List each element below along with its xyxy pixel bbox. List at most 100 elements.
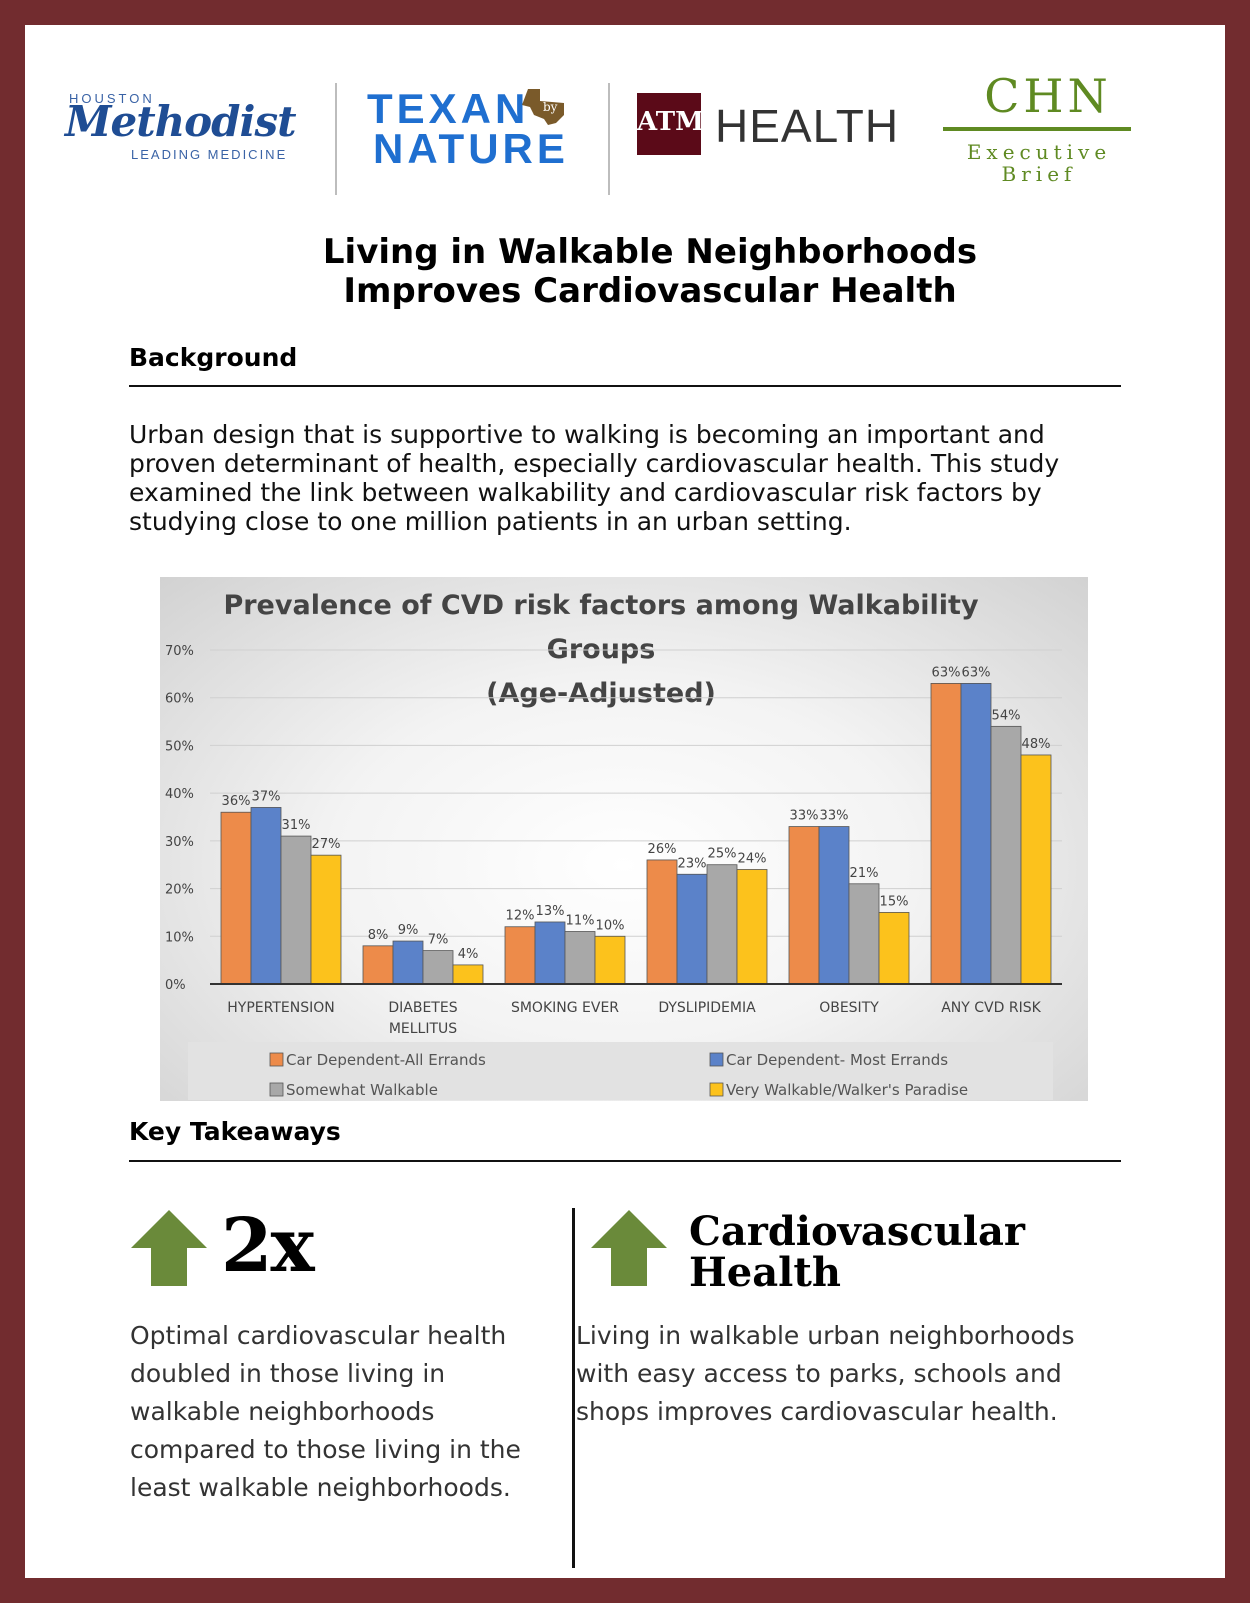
legend-label: Very Walkable/Walker's Paradise [726, 1081, 968, 1099]
nature-text: NATURE [373, 125, 569, 172]
methodist-houston-text: HOUSTON [69, 91, 155, 106]
bar [280, 835, 312, 985]
bar [848, 883, 880, 985]
data-label: 25% [708, 847, 737, 862]
takeaway-2x-headline: 2x [221, 1203, 315, 1289]
data-label: 63% [932, 665, 961, 680]
y-tick-label: 50% [165, 739, 194, 754]
data-label: 33% [790, 809, 819, 824]
data-label: 12% [506, 909, 535, 924]
health-text: HEALTH [715, 100, 900, 152]
data-label: 48% [1022, 737, 1051, 752]
bar [706, 864, 738, 985]
x-tick-label: DIABETES [388, 1000, 457, 1016]
bar [504, 926, 536, 985]
texan-text: TEXAN [367, 85, 530, 132]
bar [534, 921, 566, 985]
methodist-tagline: LEADING MEDICINE [131, 147, 288, 162]
data-label: 54% [992, 708, 1021, 723]
legend-label: Car Dependent- Most Errands [726, 1051, 948, 1069]
x-tick-label: SMOKING EVER [511, 1000, 619, 1016]
legend-swatch [269, 1052, 284, 1067]
y-tick-label: 20% [165, 883, 194, 898]
background-heading: Background [129, 343, 298, 372]
chn-text: CHN [984, 69, 1112, 123]
data-label: 8% [368, 928, 389, 943]
data-label: 24% [738, 851, 767, 866]
legend-swatch [709, 1052, 724, 1067]
data-label: 15% [880, 894, 909, 909]
bar [676, 873, 708, 985]
bar [1020, 754, 1052, 985]
y-tick-label: 70% [165, 644, 194, 659]
data-label: 11% [566, 914, 595, 929]
takeaway-line: Living in walkable urban neighborhoods [576, 1321, 1075, 1350]
data-label: 36% [222, 794, 251, 809]
data-label: 26% [648, 842, 677, 857]
bar [310, 854, 342, 985]
background-line: examined the link between walkability an… [129, 478, 1042, 507]
up-arrow-icon [591, 1210, 667, 1286]
y-tick-label: 30% [165, 835, 194, 850]
legend-swatch [269, 1082, 284, 1097]
bar [878, 912, 910, 985]
takeaway-line: with easy access to parks, schools and [576, 1359, 1062, 1388]
data-label: 9% [398, 923, 419, 938]
bar [960, 683, 992, 985]
data-label: 23% [678, 856, 707, 871]
y-tick-label: 10% [165, 930, 194, 945]
bar [990, 725, 1022, 985]
logo-separator [608, 83, 610, 195]
bar [788, 826, 820, 985]
bar [220, 811, 252, 985]
data-label: 27% [312, 837, 341, 852]
legend-label: Somewhat Walkable [286, 1081, 438, 1099]
takeaway-cardiovascular-headline: Cardiovascular Health [689, 1211, 1025, 1293]
takeaway-right-text: Living in walkable urban neighborhoods w… [576, 1317, 1075, 1431]
bar [818, 826, 850, 985]
takeaway-line: Optimal cardiovascular health [130, 1321, 507, 1350]
page-title-line: Living in Walkable Neighborhoods [322, 232, 978, 272]
y-tick-label: 40% [165, 787, 194, 802]
background-paragraph: Urban design that is supportive to walki… [129, 420, 1119, 536]
bar [422, 950, 454, 985]
data-label: 37% [252, 789, 281, 804]
chart-title: (Age-Adjusted) [486, 678, 716, 709]
bar [736, 869, 768, 985]
legend-swatch [709, 1082, 724, 1097]
legend-label: Car Dependent-All Errands [286, 1051, 486, 1069]
methodist-name-text: Methodist [65, 97, 297, 146]
up-arrow-icon [131, 1210, 207, 1286]
takeaway-line: least walkable neighborhoods. [130, 1473, 511, 1502]
bar [392, 940, 424, 985]
takeaway-line: doubled in those living in [130, 1359, 446, 1388]
takeaway-line: compared to those living in the [130, 1435, 521, 1464]
x-tick-label: HYPERTENSION [227, 1000, 334, 1016]
x-tick-label: DYSLIPIDEMIA [658, 1000, 756, 1016]
y-tick-label: 0% [165, 978, 186, 993]
headline-line: Cardiovascular [689, 1208, 1025, 1255]
bar [452, 964, 484, 985]
data-label: 4% [458, 947, 479, 962]
logo-separator [335, 83, 337, 195]
data-label: 21% [850, 866, 879, 881]
page-title-line: Improves Cardiovascular Health [343, 271, 957, 311]
data-label: 7% [428, 933, 449, 948]
y-tick-label: 60% [165, 692, 194, 707]
chn-divider [943, 127, 1131, 131]
legend-box [188, 1042, 1053, 1100]
takeaway-line: walkable neighborhoods [130, 1397, 435, 1426]
chn-subtitle-line: Executive [966, 140, 1112, 164]
chn-subtitle-line: Brief [1001, 162, 1077, 186]
atm-mark: ATM [637, 93, 704, 155]
bar [564, 931, 596, 985]
section-rule [129, 385, 1121, 387]
texas-state-icon: by [522, 89, 564, 125]
page-title: Living in Walkable Neighborhoods Improve… [205, 233, 1095, 311]
takeaways-divider [572, 1208, 575, 1568]
texan-badge-text: by [543, 100, 558, 114]
x-tick-label: OBESITY [819, 1000, 879, 1016]
section-rule [129, 1160, 1121, 1162]
takeaway-line: shops improves cardiovascular health. [576, 1397, 1058, 1426]
cvd-risk-chart: Prevalence of CVD risk factors among Wal… [160, 577, 1088, 1101]
